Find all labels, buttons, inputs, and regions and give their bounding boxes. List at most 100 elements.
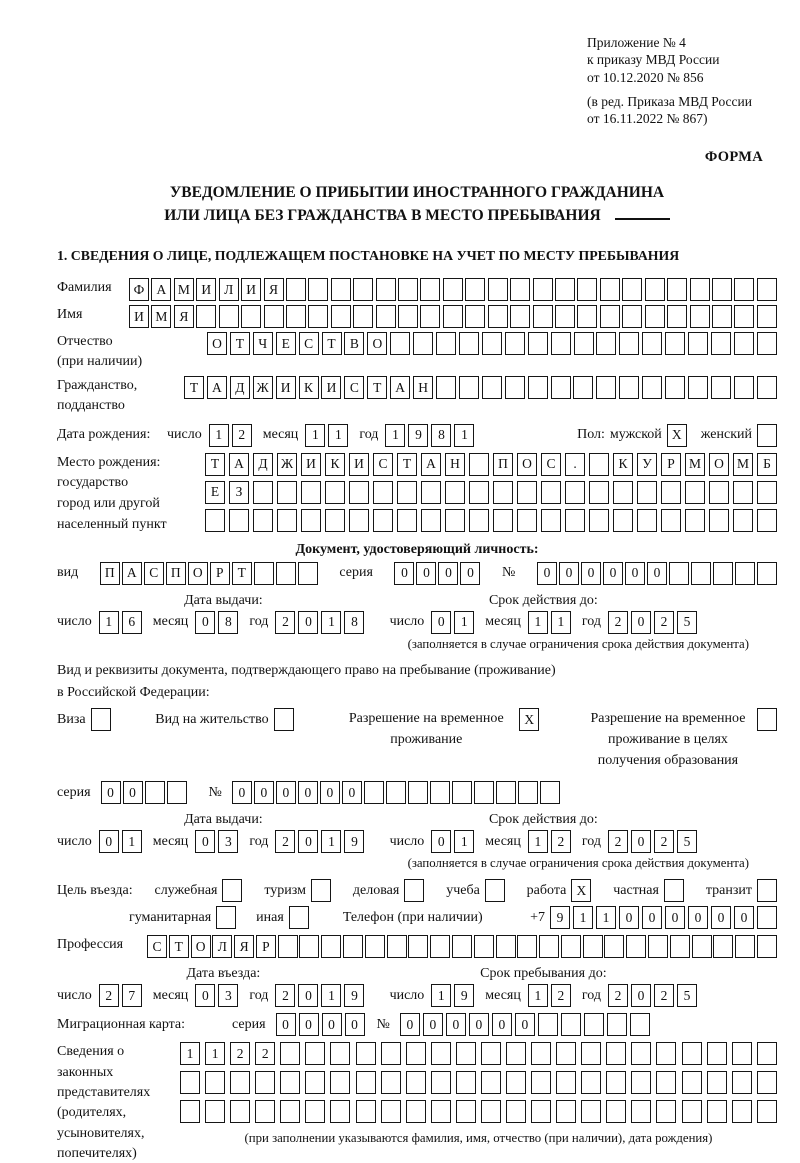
char-box[interactable] — [373, 508, 393, 532]
char-box[interactable] — [445, 480, 465, 504]
char-box[interactable] — [481, 376, 502, 400]
char-box[interactable]: 0 — [711, 906, 731, 930]
char-box[interactable]: 0 — [438, 561, 459, 585]
char-box[interactable]: 0 — [580, 561, 601, 585]
char-box[interactable]: Т — [367, 376, 388, 400]
char-box[interactable] — [330, 1100, 351, 1124]
char-box[interactable] — [556, 1071, 577, 1095]
humanitarian-checkbox[interactable] — [216, 906, 237, 930]
char-box[interactable]: Т — [321, 332, 342, 356]
char-box[interactable] — [255, 1100, 276, 1124]
char-box[interactable] — [458, 376, 479, 400]
char-box[interactable] — [709, 508, 729, 532]
char-box[interactable] — [581, 1100, 602, 1124]
char-box[interactable] — [599, 305, 620, 329]
char-box[interactable] — [275, 561, 296, 585]
char-box[interactable] — [619, 332, 640, 356]
char-box[interactable] — [180, 1100, 200, 1124]
char-box[interactable] — [596, 376, 617, 400]
char-box[interactable] — [301, 508, 321, 532]
char-box[interactable] — [539, 935, 560, 959]
char-box[interactable] — [757, 906, 777, 930]
char-box[interactable] — [506, 1100, 527, 1124]
char-box[interactable] — [330, 1071, 351, 1095]
char-box[interactable]: Т — [168, 935, 189, 959]
char-box[interactable] — [541, 480, 561, 504]
char-box[interactable] — [349, 508, 369, 532]
char-box[interactable]: 9 — [344, 830, 365, 854]
char-box[interactable] — [665, 376, 686, 400]
char-box[interactable]: Д — [253, 452, 273, 476]
char-box[interactable]: 1 — [573, 906, 593, 930]
char-box[interactable]: 5 — [677, 830, 697, 854]
char-box[interactable]: Ф — [129, 278, 149, 302]
char-box[interactable] — [330, 1042, 351, 1066]
char-box[interactable] — [656, 1042, 677, 1066]
char-box[interactable]: 8 — [218, 610, 239, 634]
char-box[interactable]: 2 — [275, 984, 296, 1008]
char-box[interactable] — [710, 332, 731, 356]
char-box[interactable] — [363, 781, 384, 805]
char-box[interactable]: М — [151, 305, 172, 329]
char-box[interactable]: З — [229, 480, 249, 504]
char-box[interactable]: П — [493, 452, 513, 476]
char-box[interactable]: 0 — [688, 906, 708, 930]
char-box[interactable] — [757, 508, 777, 532]
char-box[interactable] — [642, 332, 663, 356]
char-box[interactable]: 1 — [321, 610, 342, 634]
char-box[interactable] — [711, 305, 732, 329]
char-box[interactable] — [241, 305, 262, 329]
char-box[interactable] — [733, 508, 753, 532]
char-box[interactable] — [560, 935, 581, 959]
char-box[interactable]: И — [301, 452, 321, 476]
char-box[interactable] — [733, 480, 753, 504]
char-box[interactable]: 2 — [608, 610, 628, 634]
char-box[interactable]: 2 — [608, 830, 628, 854]
char-box[interactable]: 0 — [514, 1013, 535, 1037]
char-box[interactable]: 2 — [255, 1042, 276, 1066]
residence-permit-checkbox[interactable] — [273, 708, 294, 732]
char-box[interactable] — [253, 561, 274, 585]
char-box[interactable]: 0 — [321, 1013, 342, 1037]
char-box[interactable] — [681, 1071, 702, 1095]
char-box[interactable] — [493, 508, 513, 532]
char-box[interactable]: 0 — [298, 1013, 319, 1037]
char-box[interactable] — [504, 376, 525, 400]
char-box[interactable]: И — [321, 376, 342, 400]
char-box[interactable] — [375, 278, 396, 302]
char-box[interactable]: М — [733, 452, 753, 476]
char-box[interactable] — [661, 480, 681, 504]
char-box[interactable]: П — [99, 561, 120, 585]
char-box[interactable]: Т — [231, 561, 252, 585]
char-box[interactable] — [517, 781, 538, 805]
char-box[interactable] — [706, 1100, 727, 1124]
char-box[interactable]: 0 — [298, 610, 319, 634]
char-box[interactable] — [656, 1071, 677, 1095]
char-box[interactable]: 0 — [445, 1013, 466, 1037]
char-box[interactable] — [451, 781, 472, 805]
char-box[interactable] — [527, 332, 548, 356]
char-box[interactable]: 1 — [205, 1042, 226, 1066]
char-box[interactable] — [229, 508, 249, 532]
char-box[interactable]: М — [685, 452, 705, 476]
char-box[interactable] — [321, 935, 342, 959]
char-box[interactable] — [285, 305, 306, 329]
char-box[interactable] — [280, 1071, 301, 1095]
char-box[interactable] — [405, 1042, 426, 1066]
char-box[interactable] — [380, 1071, 401, 1095]
char-box[interactable] — [308, 278, 329, 302]
char-box[interactable]: 1 — [550, 610, 571, 634]
char-box[interactable]: 7 — [121, 984, 142, 1008]
char-box[interactable] — [681, 1100, 702, 1124]
char-box[interactable] — [709, 480, 729, 504]
char-box[interactable] — [581, 1042, 602, 1066]
char-box[interactable]: 5 — [677, 984, 697, 1008]
char-box[interactable]: 0 — [422, 1013, 443, 1037]
char-box[interactable]: 8 — [344, 610, 365, 634]
char-box[interactable] — [166, 781, 187, 805]
char-box[interactable]: 1 — [596, 906, 616, 930]
char-box[interactable] — [626, 935, 647, 959]
char-box[interactable]: О — [517, 452, 537, 476]
char-box[interactable] — [473, 781, 494, 805]
char-box[interactable] — [455, 1042, 476, 1066]
